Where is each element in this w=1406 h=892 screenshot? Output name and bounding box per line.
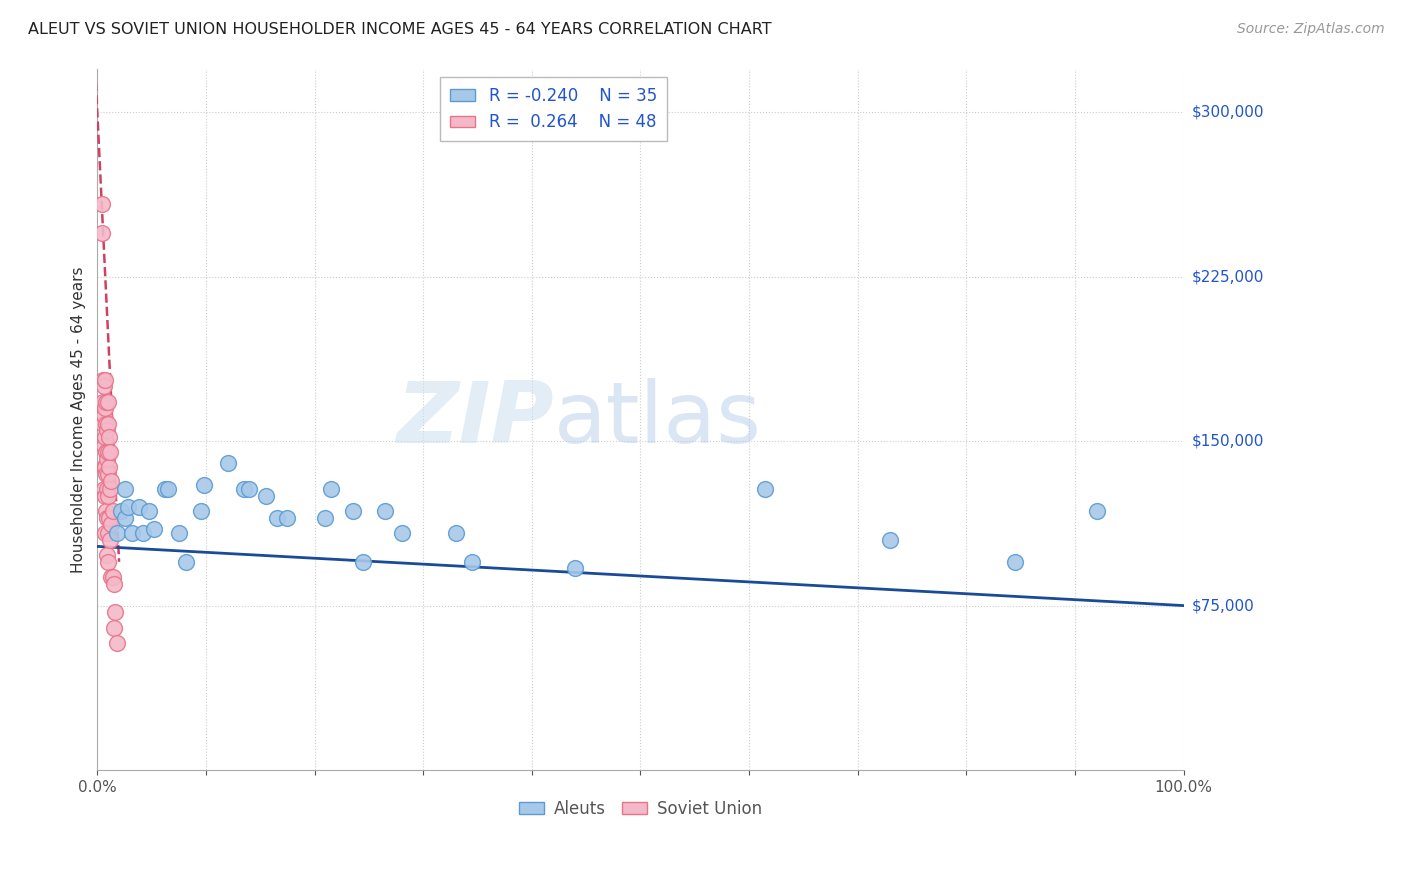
Text: ZIP: ZIP [396,377,554,461]
Point [94,394,117,409]
Point [193,478,215,492]
Text: $75,000: $75,000 [1192,599,1254,613]
Point [233,483,256,497]
Point [91,394,114,409]
Point [167,526,190,541]
Legend: Aleuts, Soviet Union: Aleuts, Soviet Union [512,794,769,825]
Point [121,526,143,541]
Point [94,504,117,518]
Point [142,522,165,536]
Point [104,605,127,619]
Point [97,394,120,409]
Point [100,533,122,547]
Point [94,401,117,416]
Point [100,474,122,488]
Text: ALEUT VS SOVIET UNION HOUSEHOLDER INCOME AGES 45 - 64 YEARS CORRELATION CHART: ALEUT VS SOVIET UNION HOUSEHOLDER INCOME… [28,22,772,37]
Point [94,430,117,444]
Point [319,483,342,497]
Point [90,197,112,211]
Point [91,373,114,387]
Point [754,483,776,497]
Text: atlas: atlas [554,377,762,461]
Point [100,483,122,497]
Point [117,500,139,514]
Point [217,456,239,470]
Point [1004,555,1026,569]
Point [342,504,364,518]
Point [276,511,298,525]
Point [91,417,114,431]
Point [96,548,118,562]
Text: $150,000: $150,000 [1192,434,1264,449]
Point [1085,504,1108,518]
Point [94,445,117,459]
Point [374,504,396,518]
Point [444,526,467,541]
Point [190,504,212,518]
Point [254,489,277,503]
Point [114,511,136,525]
Point [96,423,118,437]
Point [461,555,484,569]
Point [93,439,115,453]
Point [353,555,375,569]
Point [94,417,117,431]
Y-axis label: Householder Income Ages 45 - 64 years: Householder Income Ages 45 - 64 years [72,266,86,573]
Point [879,533,901,547]
Point [96,483,118,497]
Point [564,561,586,575]
Text: Source: ZipAtlas.com: Source: ZipAtlas.com [1237,22,1385,37]
Point [97,555,120,569]
Point [100,570,122,584]
Point [391,526,413,541]
Point [105,526,128,541]
Point [94,526,117,541]
Point [105,636,128,650]
Point [97,489,120,503]
Point [98,460,121,475]
Point [266,511,288,525]
Point [103,576,125,591]
Point [97,417,120,431]
Point [128,500,150,514]
Point [94,460,117,475]
Point [98,430,121,444]
Text: $300,000: $300,000 [1192,105,1264,120]
Point [98,511,121,525]
Point [93,408,115,422]
Point [97,445,120,459]
Point [90,226,112,240]
Point [100,445,122,459]
Point [101,570,124,584]
Text: $225,000: $225,000 [1192,269,1264,285]
Point [97,526,120,541]
Point [94,373,117,387]
Point [94,467,117,481]
Point [153,483,176,497]
Point [96,451,118,466]
Point [93,460,115,475]
Point [110,504,132,518]
Point [138,504,160,518]
Point [156,483,179,497]
Point [132,526,155,541]
Point [103,620,125,634]
Point [93,379,115,393]
Point [94,489,117,503]
Point [101,504,124,518]
Point [238,483,260,497]
Point [97,467,120,481]
Point [176,555,198,569]
Point [314,511,336,525]
Point [114,483,136,497]
Point [93,483,115,497]
Point [100,517,122,532]
Point [96,511,118,525]
